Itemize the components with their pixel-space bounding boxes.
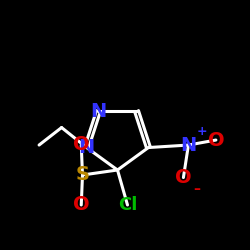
Text: N: N bbox=[90, 102, 106, 121]
Text: O: O bbox=[208, 130, 224, 150]
Text: S: S bbox=[76, 166, 90, 184]
Text: O: O bbox=[73, 136, 90, 154]
Text: Cl: Cl bbox=[118, 196, 137, 214]
Text: –: – bbox=[194, 182, 201, 196]
Text: N: N bbox=[180, 136, 196, 154]
Text: O: O bbox=[175, 168, 192, 187]
Text: N: N bbox=[78, 138, 95, 157]
Text: O: O bbox=[73, 196, 90, 214]
Text: +: + bbox=[197, 125, 207, 138]
